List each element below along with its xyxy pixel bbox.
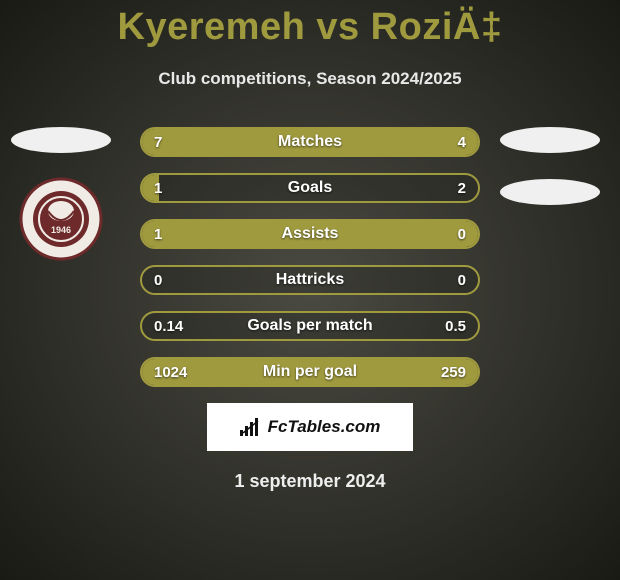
shield-logo-icon: 1946 [19, 177, 103, 261]
stat-bar: 1024259Min per goal [140, 357, 480, 387]
watermark: FcTables.com [207, 403, 413, 451]
stat-bar: 12Goals [140, 173, 480, 203]
stat-label: Matches [142, 129, 478, 155]
stat-bar: 0.140.5Goals per match [140, 311, 480, 341]
signal-icon [240, 418, 262, 436]
comparison-content: 1946 74Matches 12Goals 10Assists 00Hattrick… [0, 127, 620, 387]
stat-label: Hattricks [142, 267, 478, 293]
stat-bar: 00Hattricks [140, 265, 480, 295]
page-title: Kyeremeh vs RoziÄ‡ [0, 0, 620, 49]
watermark-text: FcTables.com [268, 417, 381, 437]
subtitle: Club competitions, Season 2024/2025 [0, 69, 620, 89]
club-logo-left: 1946 [8, 177, 113, 261]
player-right-col [500, 127, 600, 205]
player-left-col: 1946 [8, 127, 113, 261]
stat-bar: 74Matches [140, 127, 480, 157]
player-left-placeholder [11, 127, 111, 153]
svg-text:1946: 1946 [50, 225, 70, 235]
club-right-placeholder [500, 179, 600, 205]
stat-label: Goals per match [142, 313, 478, 339]
stat-bar: 10Assists [140, 219, 480, 249]
date-text: 1 september 2024 [0, 471, 620, 492]
stat-bars: 74Matches 12Goals 10Assists 00Hattricks 0.14… [140, 127, 480, 387]
stat-label: Goals [142, 175, 478, 201]
stat-label: Min per goal [142, 359, 478, 385]
stat-label: Assists [142, 221, 478, 247]
player-right-placeholder [500, 127, 600, 153]
